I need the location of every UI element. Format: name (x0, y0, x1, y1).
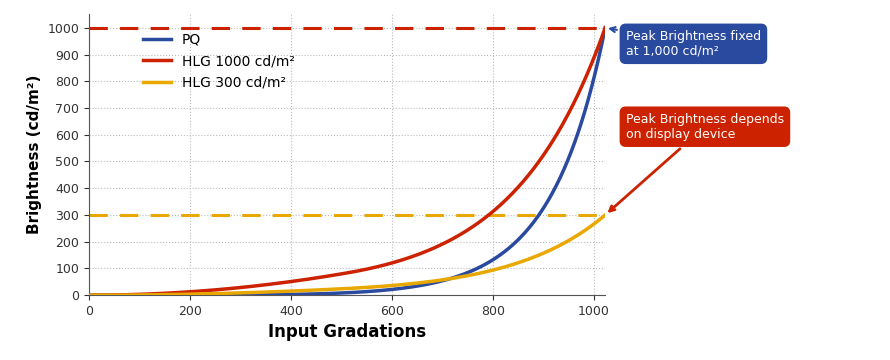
HLG 1000 cd/m² (304, 277, 315, 281)
HLG 1000 cd/m² (281, 280, 292, 284)
X-axis label: Input Gradations: Input Gradations (268, 324, 426, 342)
Y-axis label: Brightness (cd/m²): Brightness (cd/m²) (27, 75, 42, 234)
Text: Peak Brightness depends
on display device: Peak Brightness depends on display devic… (610, 113, 784, 211)
Line: HLG 300 cd/m²: HLG 300 cd/m² (89, 215, 605, 295)
Legend: PQ, HLG 1000 cd/m², HLG 300 cd/m²: PQ, HLG 1000 cd/m², HLG 300 cd/m² (137, 27, 300, 95)
HLG 300 cd/m² (174, 292, 184, 297)
Line: HLG 1000 cd/m²: HLG 1000 cd/m² (89, 28, 605, 295)
PQ (84, 293, 94, 297)
PQ (600, 26, 611, 30)
Text: Peak Brightness fixed
at 1,000 cd/m²: Peak Brightness fixed at 1,000 cd/m² (611, 27, 761, 58)
PQ (281, 292, 292, 297)
PQ (142, 293, 153, 297)
PQ (534, 212, 545, 216)
HLG 300 cd/m² (600, 213, 611, 217)
HLG 300 cd/m² (281, 289, 292, 293)
HLG 300 cd/m² (142, 293, 153, 297)
HLG 300 cd/m² (84, 293, 94, 297)
HLG 1000 cd/m² (174, 291, 184, 295)
HLG 300 cd/m² (590, 221, 601, 225)
HLG 1000 cd/m² (142, 292, 153, 296)
PQ (590, 71, 601, 76)
HLG 300 cd/m² (534, 253, 545, 257)
HLG 300 cd/m² (304, 288, 315, 292)
HLG 1000 cd/m² (590, 53, 601, 57)
PQ (174, 293, 184, 297)
HLG 1000 cd/m² (534, 159, 545, 163)
Line: PQ: PQ (89, 28, 605, 295)
HLG 1000 cd/m² (600, 26, 611, 30)
PQ (304, 292, 315, 296)
HLG 1000 cd/m² (84, 293, 94, 297)
